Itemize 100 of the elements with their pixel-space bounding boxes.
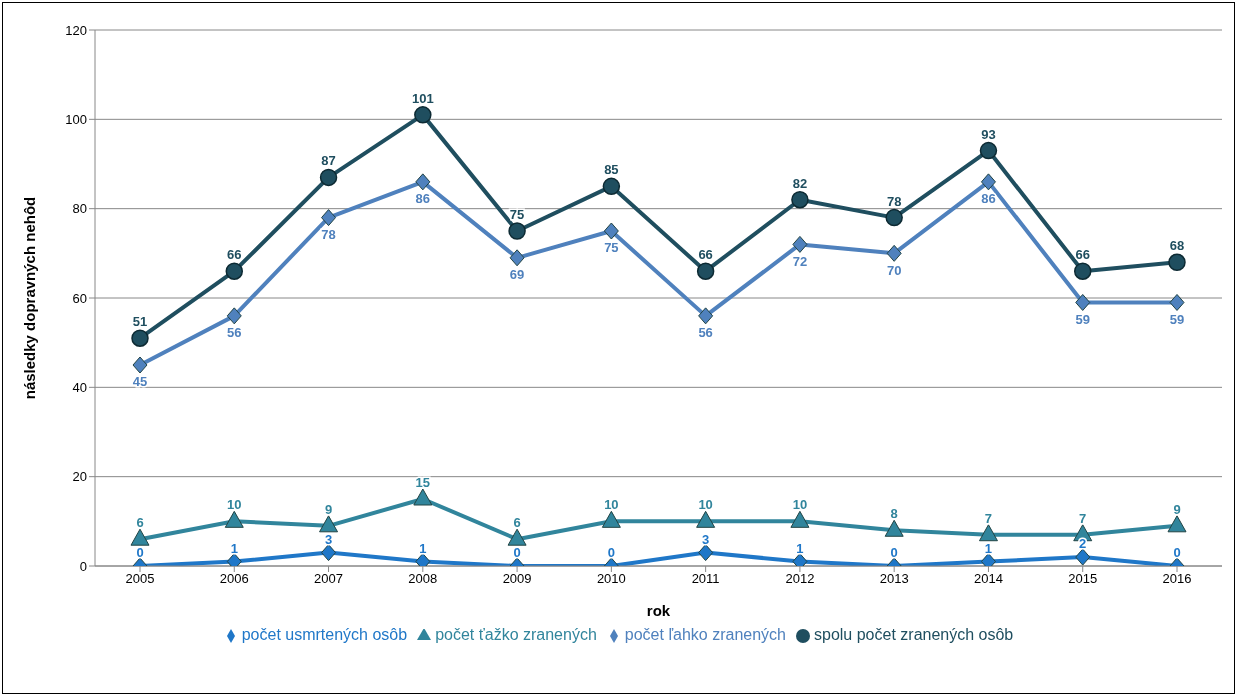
point — [602, 177, 621, 196]
y-tick-label: 100 — [65, 111, 87, 127]
point — [509, 249, 525, 267]
point — [319, 168, 338, 187]
x-tick-label: 2007 — [314, 571, 344, 587]
data-label: 0 — [513, 545, 521, 560]
data-label: 45 — [132, 374, 148, 390]
y-tick-label: 0 — [79, 558, 87, 574]
data-label: 93 — [981, 126, 996, 142]
point — [1075, 293, 1091, 311]
data-label: 72 — [792, 253, 808, 269]
x-tick-label: 2012 — [785, 571, 815, 587]
y-tick-label: 80 — [72, 201, 87, 217]
x-tick-label: 2006 — [219, 571, 249, 587]
data-label: 78 — [321, 226, 336, 242]
point — [884, 519, 904, 537]
data-label: 10 — [698, 497, 713, 513]
point — [1168, 253, 1186, 272]
point — [696, 510, 716, 528]
x-tick-label: 2009 — [502, 571, 532, 587]
point — [790, 510, 810, 528]
data-label: 56 — [227, 325, 242, 341]
data-label: 0 — [607, 545, 615, 560]
point — [319, 515, 339, 533]
data-label: 1 — [984, 540, 993, 556]
data-label: 75 — [509, 207, 525, 222]
data-label: 1 — [796, 540, 804, 556]
data-label: 0 — [136, 545, 144, 560]
data-label: 101 — [411, 90, 434, 106]
data-label: 51 — [132, 314, 148, 330]
point — [1169, 293, 1185, 311]
point — [698, 307, 714, 325]
x-tick-label: 2015 — [1068, 571, 1098, 587]
x-tick-label: 2016 — [1162, 571, 1192, 587]
point — [508, 222, 526, 240]
x-tick-label: 2008 — [408, 571, 438, 587]
point — [603, 222, 619, 240]
legend-label: počet ľahko zranených — [624, 626, 787, 643]
legend-label: počet ťažko zranených — [435, 626, 597, 643]
data-label: 3 — [324, 531, 333, 547]
data-label: 70 — [886, 262, 902, 278]
data-label: 86 — [415, 191, 431, 207]
point — [696, 262, 715, 280]
point — [415, 173, 431, 191]
data-label: 1 — [230, 540, 238, 556]
point — [130, 528, 150, 546]
point — [791, 190, 809, 209]
point — [321, 209, 337, 227]
data-label: 10 — [227, 497, 242, 513]
y-tick-label: 20 — [72, 469, 87, 485]
x-tick-label: 2010 — [596, 571, 626, 587]
data-label: 59 — [1075, 311, 1090, 327]
x-tick-label: 2011 — [691, 571, 720, 587]
data-label: 1 — [419, 540, 427, 556]
x-tick-label: 2005 — [125, 571, 155, 587]
y-axis-title: následky dopravných nehôd — [21, 196, 39, 400]
point — [980, 173, 996, 191]
x-axis-title: rok — [646, 602, 671, 619]
data-label: 6 — [136, 515, 144, 531]
y-tick-label: 60 — [72, 290, 87, 306]
data-label: 75 — [604, 240, 619, 256]
point — [885, 208, 903, 227]
data-label: 0 — [1173, 545, 1181, 560]
point — [978, 524, 998, 542]
data-label: 7 — [1079, 510, 1087, 526]
legend-label: spolu počet zranených osôb — [814, 626, 1014, 643]
point — [979, 141, 998, 160]
data-label: 66 — [227, 247, 242, 263]
data-label: 9 — [324, 501, 333, 517]
data-label: 3 — [702, 531, 710, 547]
point — [886, 244, 902, 262]
data-label: 0 — [890, 545, 898, 560]
data-label: 7 — [984, 510, 993, 526]
point — [792, 235, 808, 253]
point — [413, 488, 433, 506]
point — [1073, 262, 1092, 280]
y-tick-label: 40 — [72, 379, 87, 395]
data-label: 87 — [321, 153, 336, 169]
point — [414, 106, 432, 124]
data-label: 9 — [1173, 501, 1181, 517]
data-label: 8 — [890, 506, 898, 522]
data-label: 10 — [604, 497, 619, 513]
data-label: 82 — [792, 175, 808, 191]
data-label: 66 — [1075, 247, 1090, 263]
data-label: 78 — [886, 193, 902, 209]
data-label: 10 — [792, 497, 808, 513]
data-label: 69 — [509, 267, 525, 283]
point — [224, 510, 244, 528]
data-label: 68 — [1169, 238, 1185, 254]
point — [226, 307, 242, 325]
point — [131, 329, 149, 347]
data-label: 6 — [513, 515, 521, 531]
point — [132, 356, 148, 374]
point — [507, 528, 527, 546]
data-label: 85 — [604, 162, 619, 178]
data-label: 15 — [415, 475, 431, 490]
point — [225, 262, 244, 280]
point — [1167, 515, 1187, 533]
point — [601, 510, 621, 528]
data-label: 66 — [698, 247, 713, 263]
